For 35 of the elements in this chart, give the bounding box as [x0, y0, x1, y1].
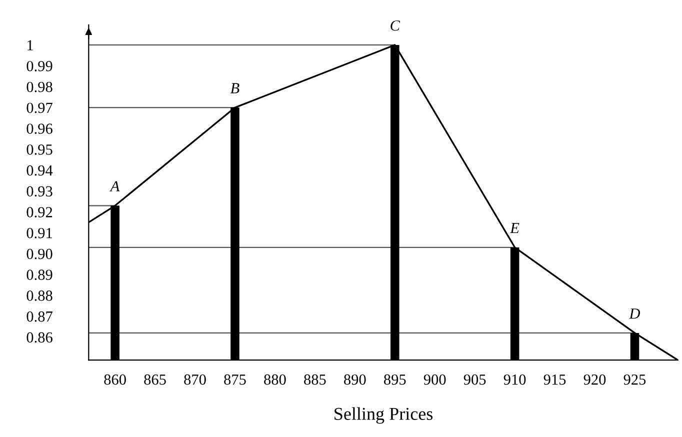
annotation: B: [230, 83, 240, 94]
y-tick-label: 0.98: [26, 82, 52, 92]
y-tick-label: 0.94: [26, 165, 53, 176]
annotation: A: [110, 181, 120, 192]
y-tick-label: 0.96: [26, 124, 52, 134]
y-tick-label: 0.90: [26, 248, 52, 260]
y-tick-label: 0.88: [26, 290, 52, 301]
y-tick-label: 0.86: [26, 332, 52, 343]
y-tick-label: 0.99: [26, 60, 52, 72]
x-axis-title: Selling Prices: [334, 407, 433, 424]
x-tick-label: 860: [104, 374, 126, 385]
x-tick-label: 900: [424, 374, 446, 385]
x-tick-label: 910: [504, 374, 526, 385]
x-tick-label: 915: [544, 374, 566, 385]
annotation: D: [629, 308, 640, 319]
x-tick-label: 925: [624, 374, 646, 385]
x-tick-label: 885: [304, 374, 326, 385]
y-tick-label: 0.92: [26, 207, 52, 218]
y-tick-label: 1: [28, 40, 33, 50]
y-tick-label: 0.91: [26, 228, 52, 238]
x-tick-label: 880: [264, 374, 286, 385]
y-tick-label: 0.93: [26, 186, 52, 197]
x-tick-label: 890: [344, 374, 366, 385]
x-tick-label: 865: [144, 374, 166, 385]
y-tick-label: 0.97: [26, 102, 52, 114]
x-tick-label: 895: [384, 374, 406, 385]
y-tick-label: 0.95: [26, 144, 52, 155]
annotation: E: [510, 223, 520, 234]
y-tick-label: 0.89: [26, 270, 52, 280]
x-tick-label: 905: [464, 374, 486, 385]
x-tick-label: 920: [584, 374, 606, 385]
x-tick-label: 875: [224, 374, 246, 385]
x-tick-label: 870: [184, 374, 206, 385]
annotation: C: [390, 20, 400, 31]
y-tick-label: 0.87: [26, 311, 52, 322]
